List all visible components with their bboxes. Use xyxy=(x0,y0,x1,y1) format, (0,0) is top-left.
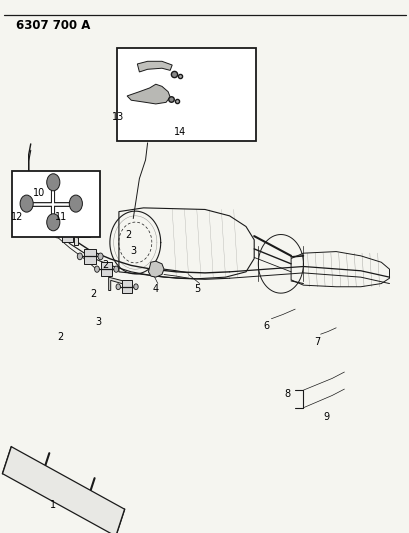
Circle shape xyxy=(94,266,99,272)
Polygon shape xyxy=(74,235,90,245)
Text: 7: 7 xyxy=(313,337,319,347)
Text: 12: 12 xyxy=(11,213,23,222)
Polygon shape xyxy=(122,280,132,293)
Polygon shape xyxy=(148,261,164,277)
Text: 2: 2 xyxy=(57,332,64,342)
Circle shape xyxy=(55,231,60,238)
Polygon shape xyxy=(101,262,112,276)
Text: 2: 2 xyxy=(90,289,97,299)
FancyBboxPatch shape xyxy=(117,48,256,141)
Circle shape xyxy=(47,214,60,231)
Text: 4: 4 xyxy=(153,285,158,294)
Polygon shape xyxy=(2,447,124,533)
Text: 14: 14 xyxy=(173,127,185,137)
Text: 13: 13 xyxy=(112,112,124,122)
Text: 5: 5 xyxy=(194,285,200,294)
Circle shape xyxy=(77,253,82,260)
Polygon shape xyxy=(127,84,170,104)
Text: 2: 2 xyxy=(102,261,109,270)
Text: 1: 1 xyxy=(50,500,56,510)
Text: 3: 3 xyxy=(130,246,136,255)
FancyBboxPatch shape xyxy=(12,171,100,237)
Circle shape xyxy=(114,266,118,272)
Polygon shape xyxy=(137,61,172,72)
Text: 3: 3 xyxy=(95,318,101,327)
Text: 6307 700 A: 6307 700 A xyxy=(16,19,90,31)
Circle shape xyxy=(75,231,81,238)
Circle shape xyxy=(20,195,33,212)
Circle shape xyxy=(116,284,120,289)
Text: 2: 2 xyxy=(124,230,131,239)
Text: 6: 6 xyxy=(263,321,269,331)
Circle shape xyxy=(69,195,82,212)
Text: 8: 8 xyxy=(284,390,290,399)
Circle shape xyxy=(98,253,103,260)
Text: 11: 11 xyxy=(54,213,67,222)
Polygon shape xyxy=(62,227,73,242)
Polygon shape xyxy=(108,277,129,290)
Circle shape xyxy=(47,174,60,191)
Polygon shape xyxy=(84,249,96,264)
Text: 10: 10 xyxy=(33,188,45,198)
Circle shape xyxy=(133,284,138,289)
Text: 9: 9 xyxy=(322,412,328,422)
